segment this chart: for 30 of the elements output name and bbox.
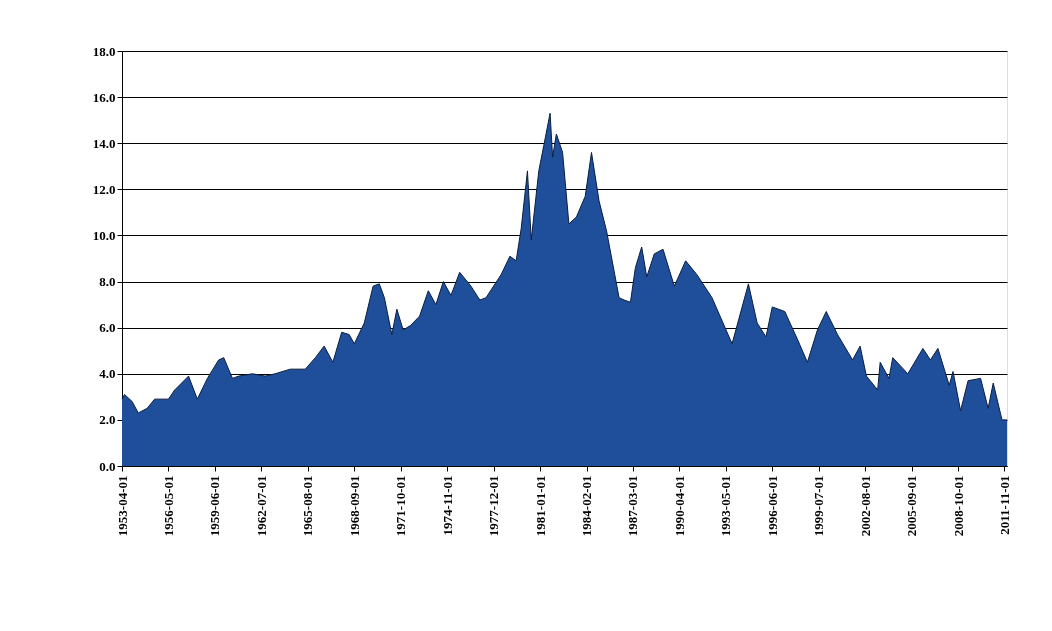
x-tick-label: 1990-04-01: [671, 475, 687, 537]
x-tick-label: 2005-09-01: [904, 475, 920, 537]
y-tick-label: 6.0: [99, 320, 116, 336]
x-tick-label: 1956-05-01: [160, 475, 176, 537]
x-tick-label: 1999-07-01: [811, 475, 827, 537]
y-tick-label: 0.0: [99, 458, 116, 474]
x-tick-label: 1959-06-01: [207, 475, 223, 537]
y-tick-label: 8.0: [99, 274, 116, 290]
y-tick-label: 2.0: [99, 412, 116, 428]
x-tick-label: 1962-07-01: [253, 475, 269, 537]
x-tick-label: 1965-08-01: [300, 475, 316, 537]
x-tick-label: 2008-10-01: [950, 475, 966, 537]
x-tick-label: 1977-12-01: [486, 475, 502, 537]
x-tick-label: 2011-11-01: [996, 475, 1012, 535]
x-tick-label: 1953-04-01: [114, 475, 130, 537]
x-tick-label: 1981-01-01: [532, 475, 548, 537]
y-tick-label: 4.0: [99, 366, 116, 382]
x-tick-label: 1984-02-01: [579, 475, 594, 537]
x-tick-label: 1971-10-01: [393, 475, 409, 537]
x-tick-label: 1987-03-01: [625, 475, 641, 537]
x-tick-label: 2002-08-01: [857, 475, 873, 537]
x-tick-label: 1993-05-01: [718, 475, 734, 537]
y-tick-label: 12.0: [92, 181, 116, 197]
y-tick-label: 18.0: [92, 43, 116, 59]
y-tick-label: 10.0: [92, 227, 116, 243]
x-tick-label: 1996-06-01: [764, 475, 780, 537]
x-tick-label: 1974-11-01: [439, 475, 455, 536]
x-tick-label: 1968-09-01: [346, 475, 362, 537]
y-tick-label: 14.0: [92, 135, 116, 151]
y-tick-label: 16.0: [92, 89, 116, 105]
